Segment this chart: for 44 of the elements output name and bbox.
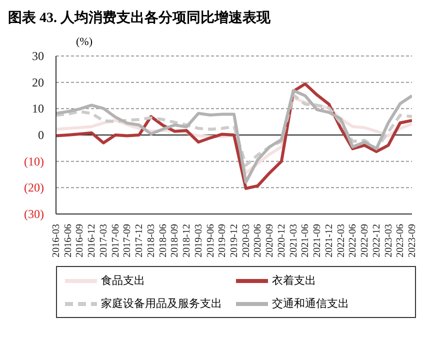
chart-title: 图表 43. 人均消费支出各分项同比增速表现 xyxy=(8,9,272,28)
x-tick-label: 2020-06 xyxy=(252,224,264,258)
x-tick-label: 2017-09 xyxy=(122,224,134,258)
x-tick-label: 2020-03 xyxy=(240,224,252,258)
x-tick-label: 2018-12 xyxy=(182,224,193,258)
y-tick-label: 0 xyxy=(38,128,44,142)
x-tick-label: 2016-06 xyxy=(62,224,74,258)
x-tick-label: 2021-09 xyxy=(312,224,324,258)
x-tick-label: 2022-09 xyxy=(360,224,371,258)
x-tick-label: 2018-03 xyxy=(146,224,157,258)
legend-label: 食品支出 xyxy=(101,274,145,288)
x-tick-label: 2020-09 xyxy=(264,224,276,258)
x-tick-label: 2021-06 xyxy=(300,224,312,258)
x-tick-label: 2023-03 xyxy=(383,224,394,258)
x-tick-label: 2017-06 xyxy=(110,224,122,258)
x-tick-label: 2018-09 xyxy=(170,224,181,258)
y-axis-title: (%) xyxy=(76,36,92,48)
x-tick-label: 2023-09 xyxy=(407,224,418,258)
y-tick-label: (20) xyxy=(24,180,44,195)
x-tick-label: 2022-06 xyxy=(348,224,359,258)
x-tick-label: 2021-03 xyxy=(288,224,300,258)
x-tick-label: 2016-12 xyxy=(86,224,98,258)
x-tick-label: 2021-12 xyxy=(324,224,335,258)
x-tick-label: 2019-12 xyxy=(229,224,240,258)
legend-label: 衣着支出 xyxy=(272,274,316,288)
x-tick-label: 2022-03 xyxy=(336,224,347,258)
x-tick-label: 2018-06 xyxy=(158,224,169,258)
x-tick-label: 2016-09 xyxy=(74,224,86,258)
x-tick-label: 2022-12 xyxy=(371,224,382,258)
x-tick-label: 2020-12 xyxy=(276,224,288,258)
legend-label: 交通和通信支出 xyxy=(272,296,349,311)
y-tick-label: (30) xyxy=(24,207,44,221)
x-tick-label: 2017-03 xyxy=(98,224,110,258)
x-tick-label: 2019-09 xyxy=(217,224,228,258)
y-tick-label: (10) xyxy=(24,154,44,168)
x-tick-label: 2019-06 xyxy=(205,224,216,258)
x-tick-label: 2017-12 xyxy=(134,224,146,258)
x-tick-label: 2023-06 xyxy=(395,224,406,258)
y-tick-label: 30 xyxy=(32,49,44,63)
y-tick-label: 10 xyxy=(32,102,44,116)
x-tick-label: 2016-03 xyxy=(51,224,62,258)
x-tick-label: 2019-03 xyxy=(193,224,204,258)
y-tick-label: 20 xyxy=(32,75,44,90)
legend-label: 家庭设备用品及服务支出 xyxy=(101,296,222,311)
